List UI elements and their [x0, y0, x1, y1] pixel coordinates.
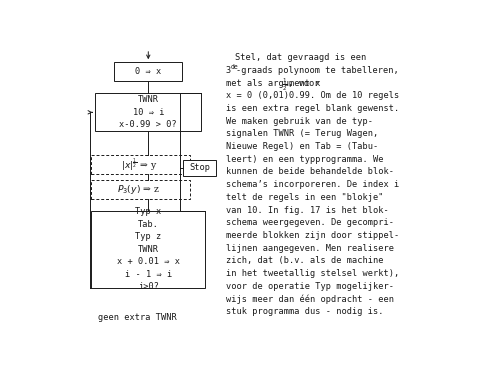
Text: leert) en een typprogramma. We: leert) en een typprogramma. We [225, 155, 383, 164]
Bar [91, 155, 189, 174]
Text: 3: 3 [225, 66, 231, 75]
Text: met als argument x: met als argument x [225, 79, 320, 88]
Text: meerde blokken zijn door stippel-: meerde blokken zijn door stippel- [225, 231, 398, 240]
Text: $P_3(y)$ ⇒ z: $P_3(y)$ ⇒ z [117, 183, 160, 196]
Bar [95, 93, 201, 131]
Text: geen extra TWNR: geen extra TWNR [97, 313, 176, 322]
Text: zich, dat (b.v. als de machine: zich, dat (b.v. als de machine [225, 256, 383, 265]
Text: signalen TWNR (= Terug Wagen,: signalen TWNR (= Terug Wagen, [225, 129, 377, 138]
Text: de: de [230, 64, 237, 70]
Text: We maken gebruik van de typ-: We maken gebruik van de typ- [225, 117, 372, 126]
Text: Stop: Stop [188, 163, 209, 172]
Text: wijs meer dan één opdracht - een: wijs meer dan één opdracht - een [225, 294, 393, 304]
Text: , voor: , voor [287, 79, 319, 88]
Text: -graads polynoom te tabelleren,: -graads polynoom te tabelleren, [236, 66, 398, 75]
Text: 0 ⇒ x: 0 ⇒ x [135, 67, 161, 76]
Text: $|x|^{\frac{1}{2}}$ ⇒ y: $|x|^{\frac{1}{2}}$ ⇒ y [120, 156, 157, 173]
Text: van 10. In fig. 17 is het blok-: van 10. In fig. 17 is het blok- [225, 206, 388, 214]
Text: lijnen aangegeven. Men realisere: lijnen aangegeven. Men realisere [225, 244, 393, 252]
Text: Stel, dat gevraagd is een: Stel, dat gevraagd is een [235, 53, 366, 62]
Bar [114, 62, 182, 81]
Text: schema’s incorporeren. De index i: schema’s incorporeren. De index i [225, 180, 398, 189]
Text: x = 0 (0,01)0.99. Om de 10 regels: x = 0 (0,01)0.99. Om de 10 regels [225, 92, 398, 100]
Text: $\frac{1}{2}$: $\frac{1}{2}$ [282, 77, 287, 93]
Text: schema weergegeven. De gecompri-: schema weergegeven. De gecompri- [225, 218, 393, 227]
Text: voor de operatie Typ mogelijker-: voor de operatie Typ mogelijker- [225, 282, 393, 291]
Text: kunnen de beide behandelde blok-: kunnen de beide behandelde blok- [225, 167, 393, 177]
Bar [183, 159, 215, 176]
Text: TWNR
10 ⇒ i
x-0.99 > 0?: TWNR 10 ⇒ i x-0.99 > 0? [119, 95, 177, 129]
Bar [91, 180, 189, 199]
Text: Nieuwe Regel) en Tab = (Tabu-: Nieuwe Regel) en Tab = (Tabu- [225, 142, 377, 151]
Text: Typ x
Tab.
Typ z
TWNR
x + 0.01 ⇒ x
i - 1 ⇒ i
i>0?: Typ x Tab. Typ z TWNR x + 0.01 ⇒ x i - 1… [117, 208, 180, 291]
Bar [91, 211, 205, 288]
Text: is een extra regel blank gewenst.: is een extra regel blank gewenst. [225, 104, 398, 113]
Text: stuk programma dus - nodig is.: stuk programma dus - nodig is. [225, 307, 383, 316]
Text: telt de regels in een "blokje": telt de regels in een "blokje" [225, 193, 383, 202]
Text: in het tweetallig stelsel werkt),: in het tweetallig stelsel werkt), [225, 269, 398, 278]
